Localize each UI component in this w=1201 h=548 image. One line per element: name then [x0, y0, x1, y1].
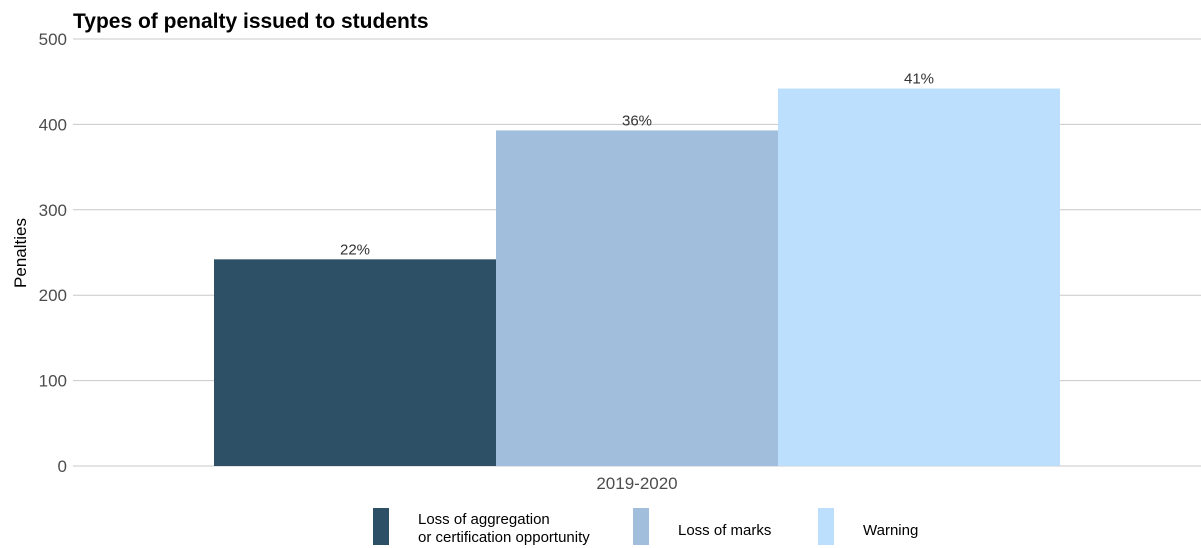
x-axis-ticks: 2019-2020	[596, 474, 677, 493]
bars	[214, 88, 1060, 467]
legend-key	[633, 508, 649, 545]
bar-labels: 22% 36% 41%	[340, 71, 934, 259]
y-tick-label: 400	[39, 115, 67, 134]
y-tick-label: 0	[58, 457, 67, 476]
legend-key	[818, 508, 834, 545]
legend-label: Loss of aggregation or certification oppo…	[418, 511, 590, 546]
bar-data-label: 41%	[904, 71, 934, 88]
y-tick-label: 500	[39, 30, 67, 49]
bar	[496, 130, 778, 467]
y-tick-label: 100	[39, 372, 67, 391]
bar	[778, 88, 1060, 467]
bar	[214, 259, 496, 466]
bar-data-label: 22%	[340, 241, 370, 258]
y-tick-label: 200	[39, 286, 67, 305]
x-tick-label: 2019-2020	[596, 474, 677, 493]
legend: Loss of aggregation or certification oppo…	[373, 508, 918, 546]
chart-title: Types of penalty issued to students	[73, 10, 429, 33]
legend-label: Loss of marks	[678, 522, 771, 539]
legend-label: Warning	[863, 522, 918, 539]
legend-key	[373, 508, 389, 545]
y-tick-label: 300	[39, 201, 67, 220]
y-axis-ticks: 0 100 200 300 400 500	[39, 30, 67, 476]
bar-data-label: 36%	[622, 112, 652, 129]
y-axis-title: Penalties	[11, 218, 30, 288]
